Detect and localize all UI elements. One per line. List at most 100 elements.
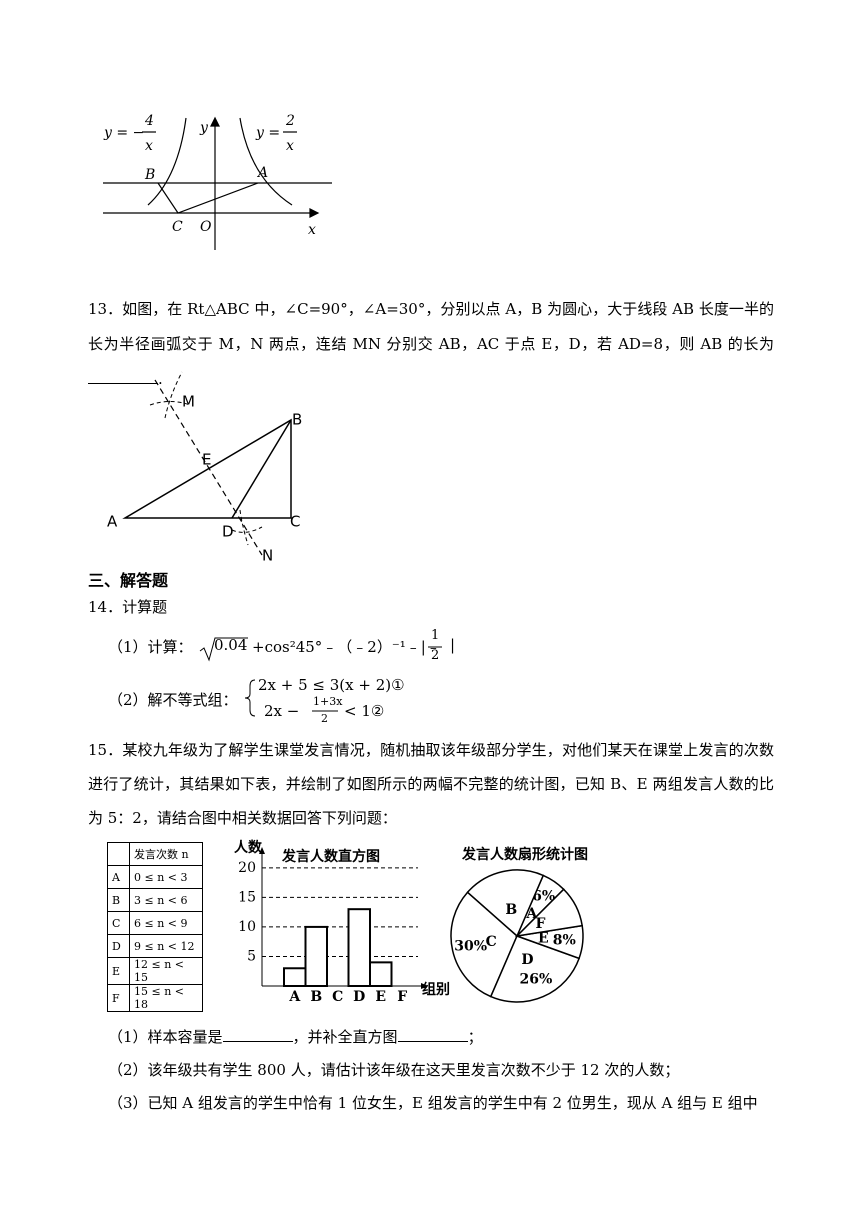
- denominator: 2: [431, 648, 440, 663]
- point-label: A: [107, 513, 118, 531]
- curve-label: y = −: [103, 125, 144, 141]
- axis-label: 人数: [234, 839, 263, 856]
- figure2-lines: [122, 371, 292, 556]
- pie-slice: [466, 869, 545, 938]
- question15: 15．某校九年级为了解学生课堂发言情况，随机抽取该年级部分学生，对他们某天在课堂…: [88, 741, 774, 827]
- section-heading: 三、解答题: [88, 571, 169, 590]
- text: （1）样本容量是: [108, 1028, 223, 1046]
- table-cell: F: [107, 984, 130, 1012]
- table-cell: [107, 842, 130, 866]
- slice-label: E: [538, 930, 549, 946]
- axis-label: x: [308, 222, 316, 238]
- axis-arrow: [421, 983, 428, 989]
- expression: +cos²45°﹣（﹣2）⁻¹﹣|﹣: [252, 638, 441, 656]
- figure1-lines: [103, 116, 332, 250]
- y-tick-label: 5: [247, 948, 256, 964]
- table-cell: D: [107, 934, 130, 958]
- slice-value: 6%: [532, 889, 555, 905]
- fraction-numerator: 2: [285, 113, 295, 129]
- table-cell: 6 ≤ n < 9: [129, 911, 203, 935]
- x-tick-label: B: [310, 989, 322, 1005]
- sub-question: （2）该年级共有学生 800 人，请估计该年级在这天里发言次数不少于 12 次的…: [108, 1061, 680, 1079]
- table-cell: 3 ≤ n < 6: [129, 888, 203, 912]
- point-label: D: [222, 523, 234, 541]
- sub-question: （1）样本容量是 ，并补全直方图 ；: [108, 1026, 483, 1047]
- table-cell: C: [107, 911, 130, 935]
- bar: [304, 925, 328, 988]
- table-cell: E: [107, 957, 130, 985]
- point-label: C: [290, 513, 300, 531]
- text: ；: [467, 1028, 483, 1046]
- question13: 13．如图，在 Rt△ABC 中，∠C=90°，∠A=30°，分别以点 A，B …: [88, 292, 774, 397]
- axis-label: y: [199, 120, 209, 136]
- slice-label: B: [505, 902, 517, 918]
- question-text: 13．如图，在 Rt△ABC 中，∠C=90°，∠A=30°，分别以点 A，B …: [88, 300, 774, 353]
- answer-blank: [397, 1027, 468, 1042]
- table-cell: 15 ≤ n < 18: [129, 984, 203, 1012]
- bar: [283, 967, 307, 987]
- x-tick-label: D: [353, 989, 365, 1005]
- chart-title: 发言人数直方图: [281, 848, 380, 865]
- y-tick-label: 15: [238, 889, 256, 905]
- fraction-denominator: x: [145, 138, 153, 154]
- table-cell: 12 ≤ n < 15: [129, 957, 203, 985]
- numerator: 1: [431, 628, 440, 643]
- inequality: < 1②: [344, 702, 385, 720]
- table-cell: 0 ≤ n < 3: [129, 865, 203, 889]
- y-tick-label: 20: [238, 860, 256, 876]
- question-title: 14．计算题: [88, 598, 168, 616]
- answer-blank: [222, 1027, 293, 1042]
- inequality: 2x −: [264, 702, 300, 720]
- bar: [369, 961, 393, 988]
- punctuation: .: [158, 370, 163, 388]
- pie-slice: [450, 891, 518, 998]
- point-label: B: [144, 167, 155, 183]
- y-tick-label: 10: [238, 919, 256, 935]
- slice-value: 30%: [454, 938, 487, 954]
- table-cell: A: [107, 865, 130, 889]
- answer-blank: [88, 369, 158, 384]
- fraction-denominator: x: [286, 138, 294, 154]
- point-label: E: [202, 451, 211, 469]
- slice-label: D: [521, 952, 533, 968]
- pie-slice: [514, 888, 584, 938]
- bar: [347, 908, 371, 988]
- point-label: M: [182, 393, 195, 411]
- table-header: 发言次数 n: [129, 842, 203, 866]
- point-label: B: [292, 411, 302, 429]
- denominator: 2: [321, 712, 328, 725]
- x-tick-label: A: [288, 989, 301, 1005]
- x-tick-label: F: [397, 989, 407, 1005]
- point-label: A: [256, 165, 268, 181]
- point-label: C: [172, 219, 183, 235]
- x-tick-label: E: [375, 989, 386, 1005]
- point-label: O: [200, 219, 212, 235]
- table-cell: 9 ≤ n < 12: [129, 934, 203, 958]
- axis-arrow: [259, 847, 265, 854]
- part-label: （1）计算：: [108, 638, 193, 656]
- point-label: N: [262, 547, 273, 565]
- radicand: 0.04: [214, 636, 248, 654]
- part-label: （2）解不等式组：: [108, 691, 238, 709]
- slice-label: C: [486, 934, 497, 950]
- axis-label: 组别: [422, 981, 450, 998]
- slice-value: 26%: [519, 972, 552, 988]
- chart-title: 发言人数扇形统计图: [461, 846, 588, 863]
- curve-label: y =: [255, 125, 280, 141]
- pie-slice: [489, 935, 581, 1003]
- table-cell: B: [107, 888, 130, 912]
- brace: [244, 679, 256, 717]
- expression-end: |: [450, 636, 456, 654]
- radical-sign: [199, 637, 248, 662]
- slice-value: 8%: [553, 932, 576, 948]
- text: ，并补全直方图: [292, 1028, 398, 1046]
- inequality: 2x + 5 ≤ 3(x + 2)①: [258, 676, 405, 694]
- fraction-numerator: 4: [144, 113, 154, 129]
- slice-label: F: [536, 916, 546, 932]
- numerator: 1+3x: [313, 695, 343, 708]
- x-tick-label: C: [332, 989, 343, 1005]
- sub-question: （3）已知 A 组发言的学生中恰有 1 位女生，E 组发言的学生中有 2 位男生…: [108, 1094, 758, 1112]
